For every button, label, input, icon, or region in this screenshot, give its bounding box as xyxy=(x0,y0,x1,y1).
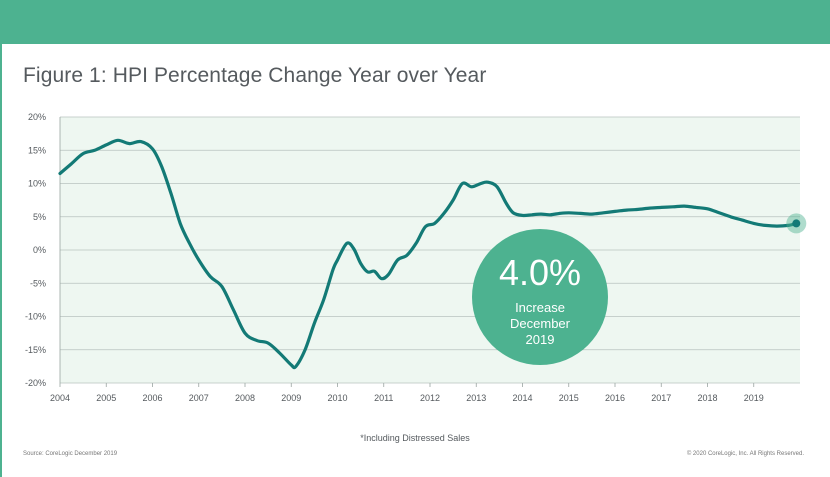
footnote: *Including Distressed Sales xyxy=(360,433,470,443)
y-tick-label: 20% xyxy=(28,112,46,122)
header-banner xyxy=(0,0,830,44)
x-tick-label: 2014 xyxy=(512,393,532,403)
hpi-series-line xyxy=(58,138,798,370)
x-tick-label: 2008 xyxy=(235,393,255,403)
callout-value: 4.0% xyxy=(499,252,581,293)
source-note: Source: CoreLogic December 2019 xyxy=(23,451,118,457)
callout-line-3: 2019 xyxy=(526,332,555,347)
x-tick-label: 2013 xyxy=(466,393,486,403)
y-tick-label: 10% xyxy=(28,179,46,189)
y-tick-label: -15% xyxy=(25,345,46,355)
x-tick-label: 2017 xyxy=(651,393,671,403)
y-tick-label: 5% xyxy=(33,212,46,222)
x-tick-label: 2018 xyxy=(697,393,717,403)
y-tick-label: -10% xyxy=(25,312,46,322)
left-accent-rule xyxy=(0,44,2,477)
figure-title: Figure 1: HPI Percentage Change Year ove… xyxy=(23,64,487,87)
x-tick-label: 2006 xyxy=(142,393,162,403)
y-tick-label: 15% xyxy=(28,145,46,155)
x-tick-label: 2019 xyxy=(744,393,764,403)
copyright-note: © 2020 CoreLogic, Inc. All Rights Reserv… xyxy=(686,451,804,457)
x-tick-label: 2015 xyxy=(559,393,579,403)
y-tick-label: -20% xyxy=(25,378,46,388)
callout-line-1: Increase xyxy=(515,300,565,315)
callout-circle xyxy=(472,229,608,365)
end-point-marker xyxy=(792,219,801,228)
x-tick-label: 2004 xyxy=(50,393,70,403)
x-tick-label: 2005 xyxy=(96,393,116,403)
x-tick-label: 2009 xyxy=(281,393,301,403)
hpi-line-chart: 20% 15% 10% 5% 0% -5% -10% -15% -20% 2004 2005 2006… xyxy=(25,112,807,403)
x-tick-label: 2012 xyxy=(420,393,440,403)
callout-line-2: December xyxy=(510,316,571,331)
x-tick-label: 2016 xyxy=(605,393,625,403)
y-tick-label: 0% xyxy=(33,245,46,255)
x-tick-label: 2007 xyxy=(189,393,209,403)
x-tick-label: 2010 xyxy=(327,393,347,403)
y-tick-label: -5% xyxy=(30,278,46,288)
x-tick-label: 2011 xyxy=(374,393,393,403)
